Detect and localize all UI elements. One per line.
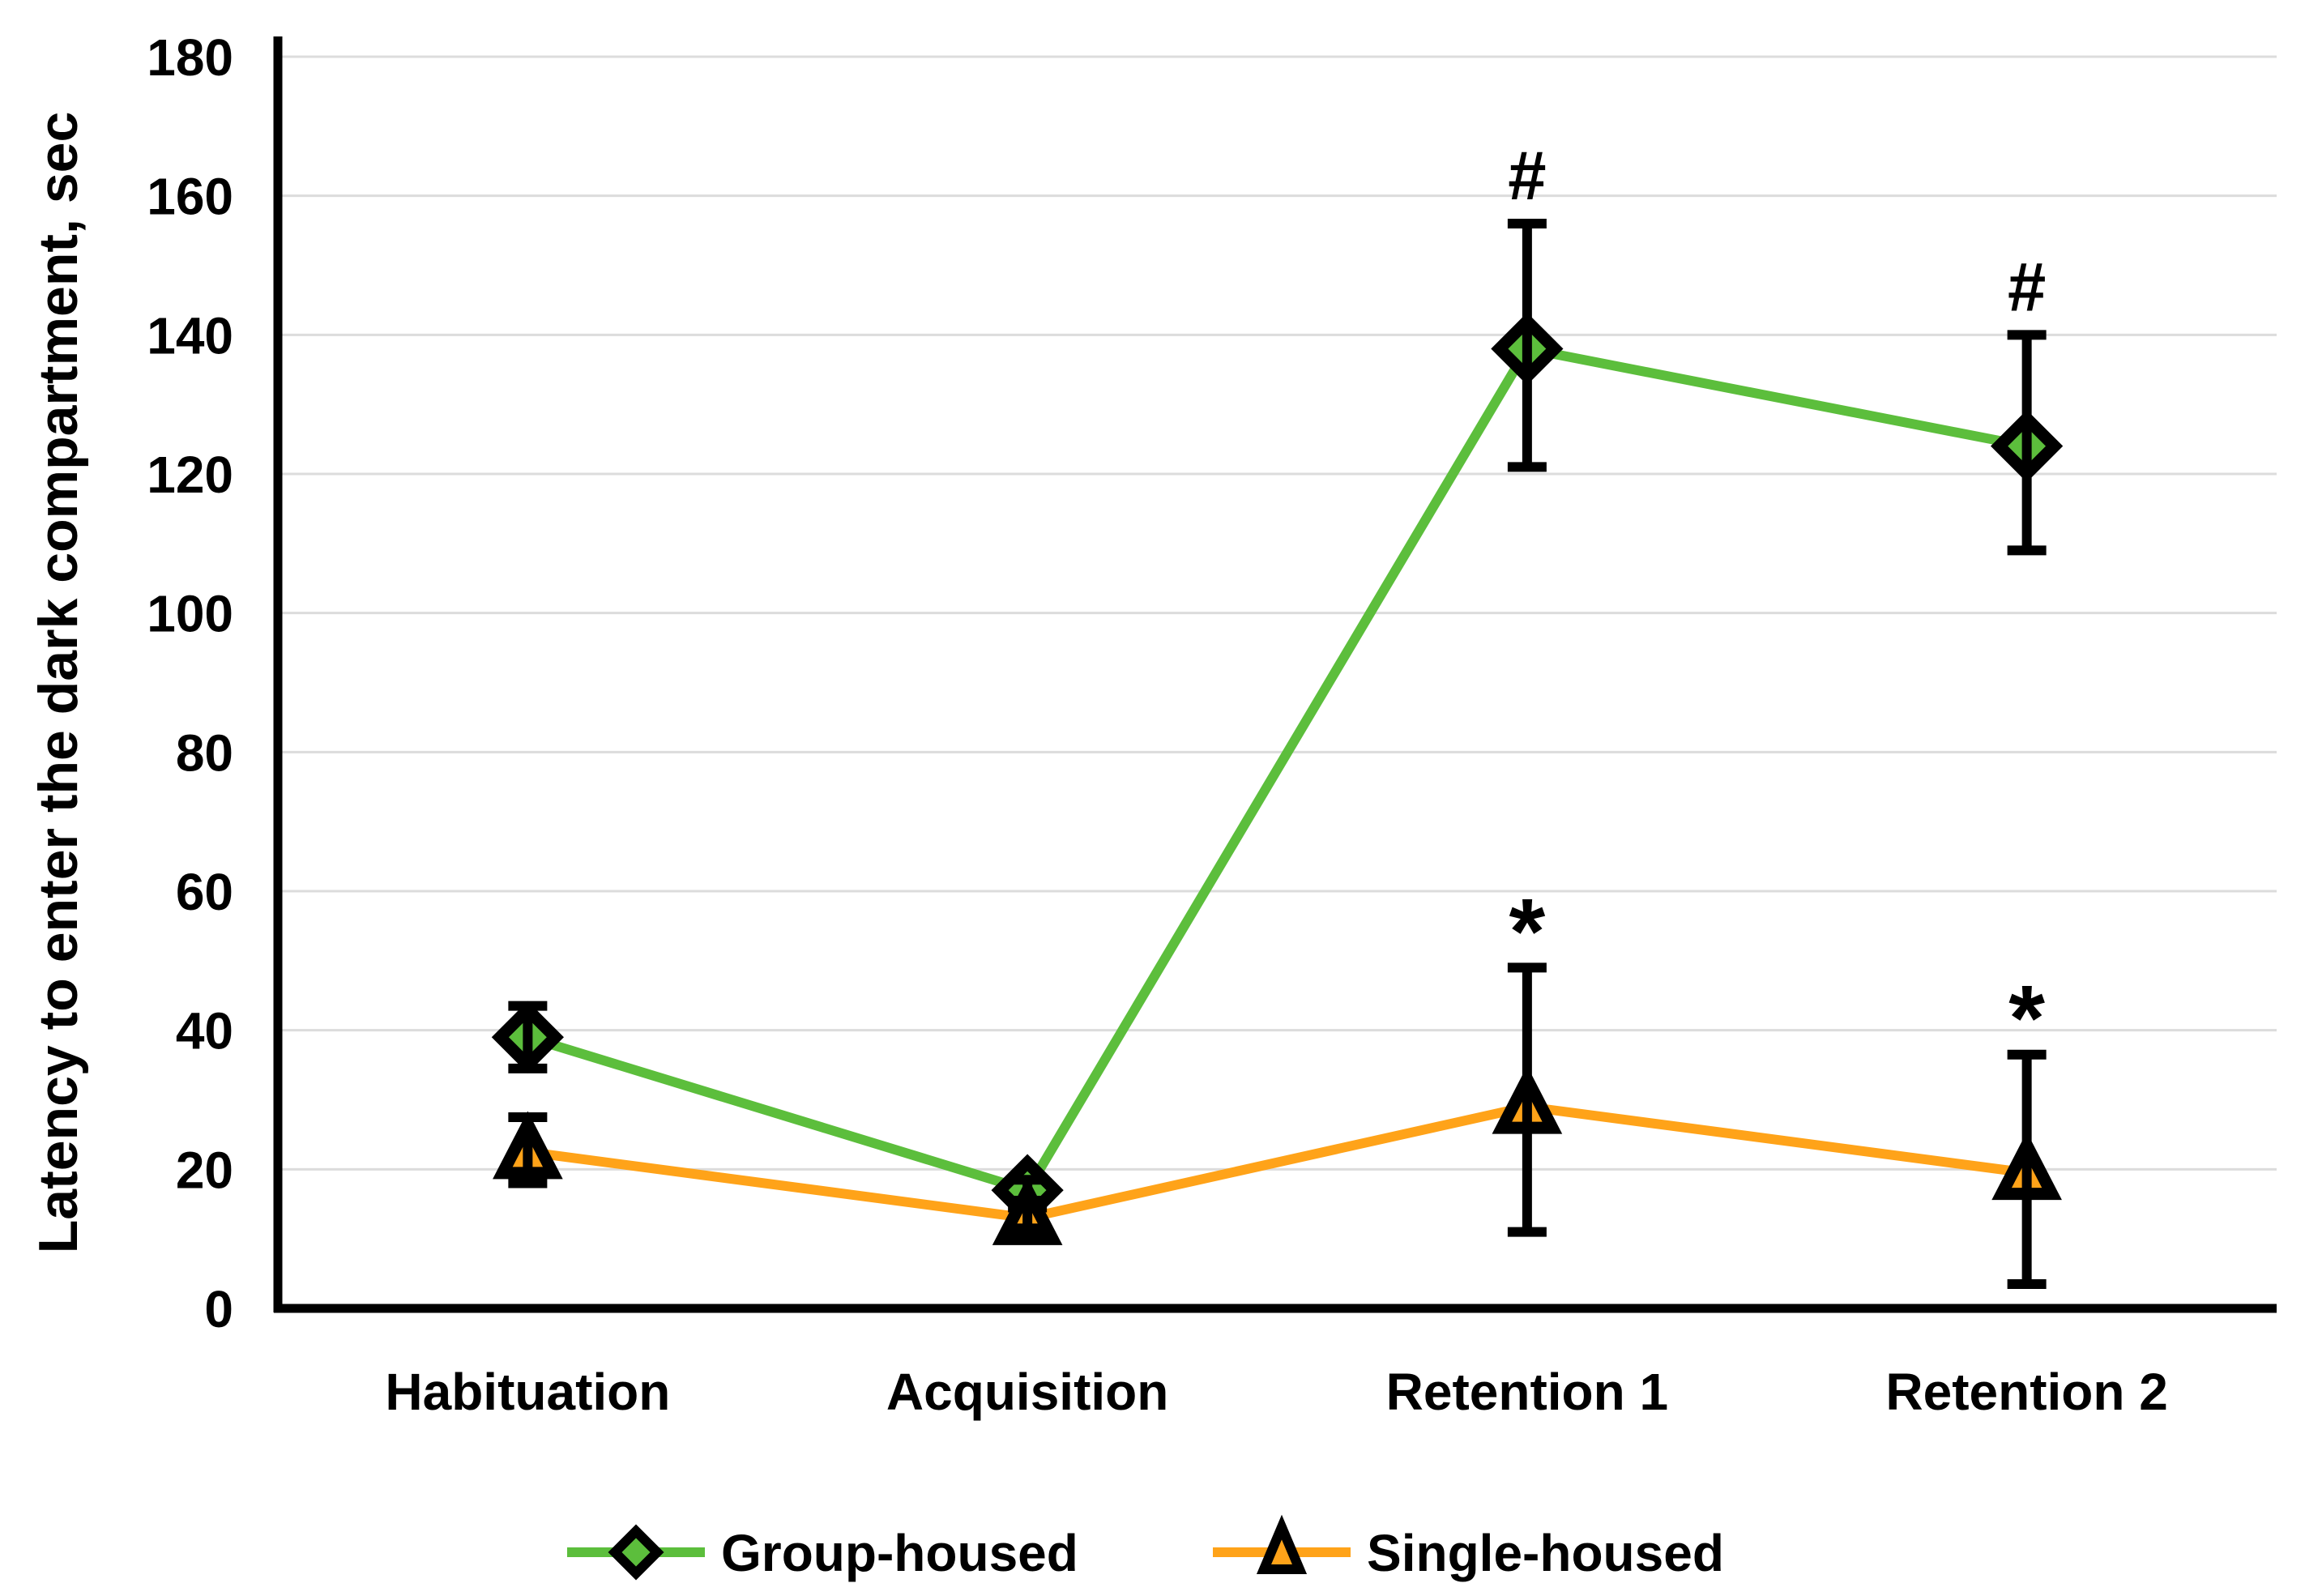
legend-item-group-housed: Group-housed [567,1524,1078,1582]
x-category-label: Acquisition [886,1363,1168,1421]
y-tick-label: 40 [176,1002,233,1060]
y-tick-label: 0 [204,1280,233,1338]
legend-label: Single-housed [1367,1524,1724,1582]
series-line-group-housed [526,343,2028,1197]
error-bars-single-housed [508,962,2047,1289]
error-bar [2007,1049,2047,1289]
x-category-label: Retention 1 [1386,1363,1668,1421]
y-tick-label: 160 [147,168,233,226]
marker-diamond [608,1524,664,1581]
y-axis-title: Latency to enter the dark compartment, s… [28,112,89,1254]
error-bar [508,1112,548,1188]
error-bar [1507,962,1547,1237]
y-tick-labels: 0 20 40 60 80 100 120 140 160 180 [147,28,233,1338]
marker-triangle [1256,1514,1308,1574]
y-tick-label: 120 [147,446,233,504]
significance-annotation: # [2008,249,2046,326]
error-bar [1008,1202,1048,1234]
y-tick-label: 180 [147,28,233,87]
x-category-label: Habituation [385,1363,670,1421]
y-tick-label: 100 [147,585,233,643]
series-line-single-housed [527,1101,2028,1223]
legend: Group-housed Single-housed [567,1514,1724,1582]
y-tick-label: 60 [176,863,233,921]
error-bar [508,1001,548,1073]
x-category-labels: Habituation Acquisition Retention 1 Retenti… [385,1363,2167,1421]
error-bars-group-housed [508,219,2047,1206]
series-group-housed: ## [491,138,2064,1227]
gridlines [278,55,2277,1171]
axes [273,36,2277,1313]
legend-label: Group-housed [721,1524,1078,1582]
error-bar [2007,330,2047,556]
series-single-housed: ** [493,880,2062,1245]
error-bar [1507,219,1547,472]
y-tick-label: 80 [176,723,233,782]
y-tick-label: 140 [147,306,233,365]
y-tick-label: 20 [176,1141,233,1199]
significance-annotation: # [1508,138,1546,215]
x-category-label: Retention 2 [1885,1363,2167,1421]
legend-item-single-housed: Single-housed [1213,1514,1724,1582]
